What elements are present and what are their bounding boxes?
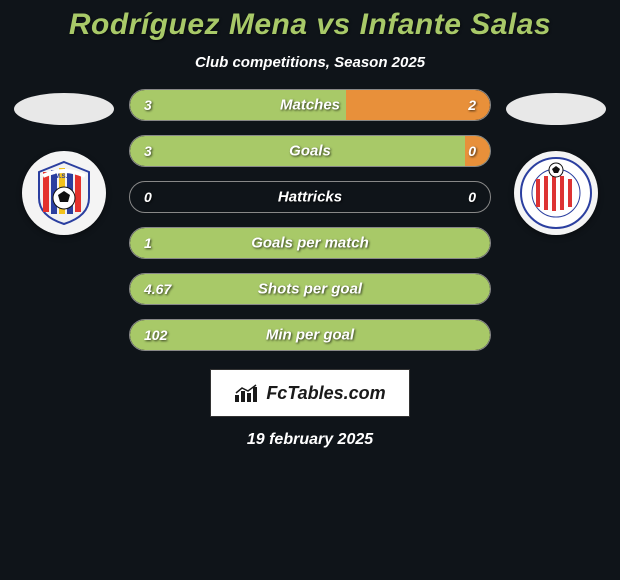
stat-value-left: 102 xyxy=(144,327,167,343)
crest-right-icon xyxy=(519,156,593,230)
stat-value-left: 1 xyxy=(144,235,152,251)
stat-value-right: 0 xyxy=(468,189,476,205)
comparison-area: M.S.C. Matches32Goals30Hattricks00Goals … xyxy=(0,89,620,351)
stat-row: Hattricks 0 0 xyxy=(129,181,491,213)
stat-value-left: 4.67 xyxy=(144,281,171,297)
right-player-silhouette xyxy=(506,93,606,125)
subtitle: Club competitions, Season 2025 xyxy=(195,54,425,71)
stat-value-left: 0 xyxy=(144,189,152,205)
svg-text:M.S.C.: M.S.C. xyxy=(55,174,74,180)
brand-chart-icon xyxy=(234,383,260,403)
stat-value-right: 2 xyxy=(468,97,476,113)
stat-label: Min per goal xyxy=(266,327,354,344)
stat-label: Shots per goal xyxy=(258,281,362,298)
stat-value-right: 0 xyxy=(468,143,476,159)
stat-row: Min per goal 102 xyxy=(129,319,491,351)
stat-row: Shots per goal 4.67 xyxy=(129,273,491,305)
page-title: Rodríguez Mena vs Infante Salas xyxy=(69,8,551,42)
left-player-column: M.S.C. xyxy=(9,89,119,235)
stat-label: Goals xyxy=(289,143,331,160)
stats-column: Matches 3 2 Goals 3 0 Hattricks 0 0 Goals per mat… xyxy=(129,89,491,351)
stat-label: Matches xyxy=(280,97,340,114)
left-player-silhouette xyxy=(14,93,114,125)
stat-value-left: 3 xyxy=(144,97,152,113)
stat-row: Matches 3 2 xyxy=(129,89,491,121)
crest-left-icon: M.S.C. xyxy=(29,158,99,228)
stat-label: Goals per match xyxy=(251,235,369,252)
brand-watermark: FcTables.com xyxy=(210,369,410,417)
left-club-crest: M.S.C. xyxy=(22,151,106,235)
brand-text: FcTables.com xyxy=(266,383,385,404)
right-player-column xyxy=(501,89,611,235)
right-club-crest xyxy=(514,151,598,235)
stat-value-left: 3 xyxy=(144,143,152,159)
stat-row: Goals per match 1 xyxy=(129,227,491,259)
stat-row: Goals 3 0 xyxy=(129,135,491,167)
stat-label: Hattricks xyxy=(278,189,342,206)
generation-date: 19 february 2025 xyxy=(247,431,373,449)
